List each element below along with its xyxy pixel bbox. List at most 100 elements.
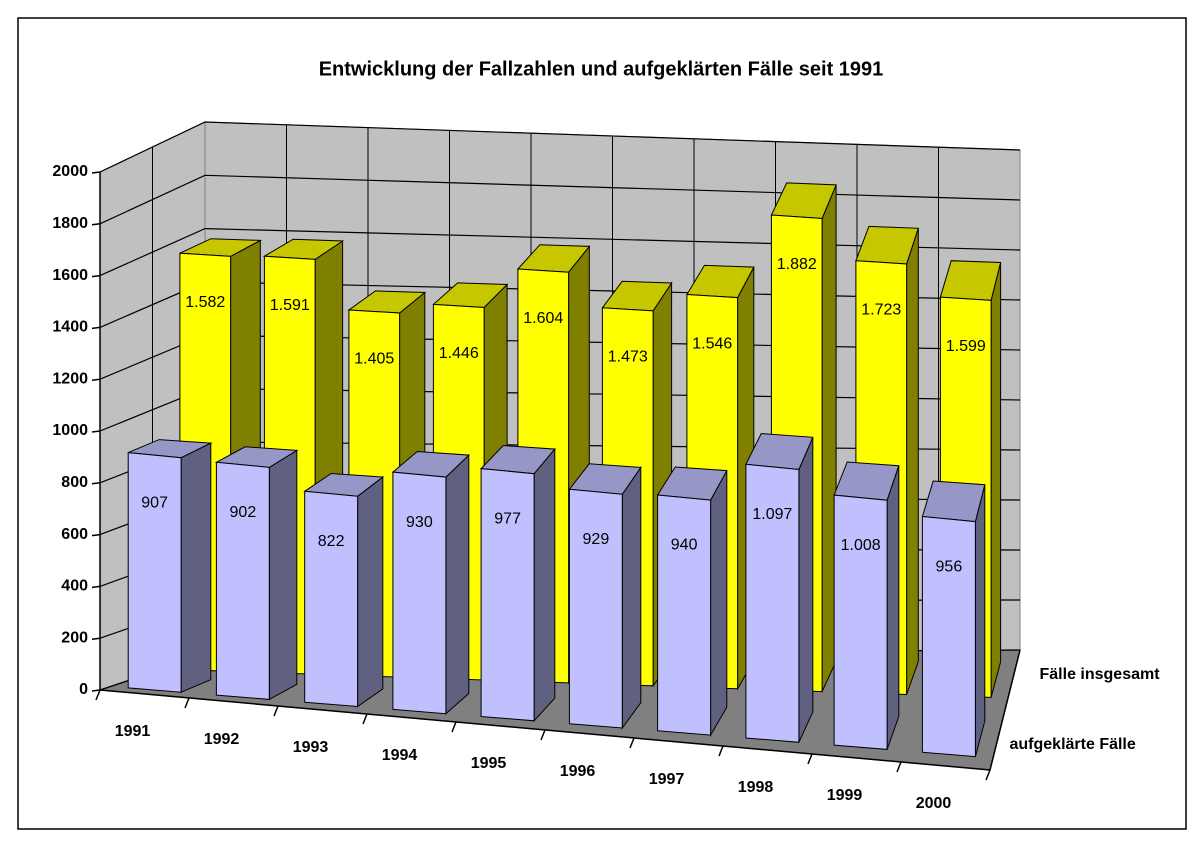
bar-top — [939, 260, 1002, 301]
x-tick-label: 1995 — [471, 755, 507, 772]
bar — [480, 444, 556, 723]
x-tick-label: 1991 — [115, 723, 151, 740]
value-label: 977 — [494, 510, 521, 527]
y-tick-mark — [91, 378, 101, 381]
bar-front — [127, 452, 182, 693]
bar-top — [921, 480, 986, 523]
value-label: 907 — [141, 494, 168, 511]
x-tick-label: 2000 — [916, 795, 952, 812]
y-tick-mark — [91, 326, 101, 330]
value-label: 929 — [583, 531, 610, 548]
value-label: 1.473 — [608, 349, 648, 366]
x-tick-mark — [362, 713, 368, 725]
bar-side — [533, 447, 556, 723]
plot-area: 0 200 400 600 800 1000 1200 1400 1600 1800 2000 199… — [52, 121, 1161, 812]
bar-front — [921, 515, 976, 758]
value-label: 956 — [936, 558, 963, 575]
y-tick-label: 800 — [61, 474, 88, 491]
bar-side — [621, 465, 642, 730]
value-label: 1.097 — [752, 506, 792, 523]
x-tick-label: 1996 — [560, 763, 596, 780]
y-tick-mark — [91, 482, 101, 485]
value-label: 940 — [671, 537, 698, 554]
bar-side — [886, 465, 900, 750]
x-tick-mark — [273, 705, 279, 717]
y-tick-label: 1200 — [52, 370, 88, 387]
depth-axis — [989, 649, 1021, 771]
value-label: 1.599 — [946, 338, 986, 355]
x-tick-mark — [629, 737, 635, 749]
value-label: 1.405 — [354, 351, 394, 368]
x-tick-mark — [184, 697, 190, 709]
value-label: 1.446 — [439, 345, 479, 362]
x-tick-label: 1998 — [738, 779, 774, 796]
bar — [656, 466, 728, 737]
grid-line — [99, 121, 1021, 173]
value-label: 1.008 — [841, 537, 881, 554]
bar-front — [657, 494, 712, 736]
grid-line — [99, 227, 1021, 277]
y-tick-mark — [91, 274, 101, 278]
y-tick-label: 200 — [61, 629, 88, 646]
bar-side — [990, 262, 1002, 698]
value-label: 1.546 — [692, 335, 732, 352]
y-tick-label: 1600 — [52, 267, 88, 284]
x-tick-label: 1994 — [382, 747, 418, 764]
value-label: 930 — [406, 514, 433, 531]
bar-side — [798, 437, 814, 743]
bar-side — [357, 475, 384, 708]
bar-front — [392, 471, 447, 715]
x-tick-mark — [451, 721, 457, 733]
x-tick-mark — [718, 745, 724, 757]
legend-label: Fälle insgesamt — [1040, 666, 1161, 683]
bar — [391, 450, 470, 715]
bar-side — [710, 470, 728, 737]
value-label: 822 — [318, 533, 345, 550]
bar-front — [568, 488, 623, 729]
y-tick-mark — [91, 223, 101, 226]
y-tick-mark — [91, 171, 101, 174]
y-tick-label: 2000 — [52, 163, 88, 180]
x-tick-mark — [807, 753, 813, 765]
bar-side — [445, 453, 470, 715]
y-tick-mark — [91, 585, 101, 589]
y-tick-mark — [91, 533, 101, 537]
bar — [568, 463, 642, 730]
x-tick-mark — [95, 689, 101, 701]
bar-front — [480, 468, 535, 722]
y-tick-label: 1000 — [52, 422, 88, 439]
bar-side — [974, 484, 986, 757]
grid-line — [99, 174, 1021, 225]
bar — [745, 433, 814, 743]
x-axis — [99, 689, 991, 771]
x-tick-label: 1992 — [204, 731, 240, 748]
value-label: 1.591 — [270, 297, 310, 314]
y-tick-label: 600 — [61, 526, 88, 543]
value-label: 1.604 — [523, 310, 563, 327]
bar — [921, 480, 986, 758]
bar-front — [304, 490, 359, 708]
y-tick-mark — [91, 430, 101, 433]
x-tick-mark — [985, 769, 991, 781]
x-tick-label: 1997 — [649, 771, 685, 788]
y-tick-label: 0 — [79, 681, 88, 698]
y-tick-mark — [91, 637, 101, 640]
bar-front — [833, 494, 888, 750]
bar-front — [745, 463, 800, 743]
x-tick-label: 1993 — [293, 739, 329, 756]
value-label: 902 — [230, 504, 257, 521]
bar-side — [268, 449, 298, 701]
value-label: 1.882 — [777, 256, 817, 273]
x-tick-mark — [540, 729, 546, 741]
bar — [127, 439, 213, 693]
y-tick-label: 1800 — [52, 215, 88, 232]
y-tick-label: 1400 — [52, 319, 88, 336]
x-tick-mark — [896, 761, 902, 773]
chart-title: Entwicklung der Fallzahlen und aufgeklär… — [319, 58, 884, 80]
bar — [833, 461, 900, 750]
bar-front — [215, 461, 270, 700]
bar — [303, 472, 385, 708]
y-tick-mark — [91, 689, 101, 692]
bar — [214, 446, 299, 701]
